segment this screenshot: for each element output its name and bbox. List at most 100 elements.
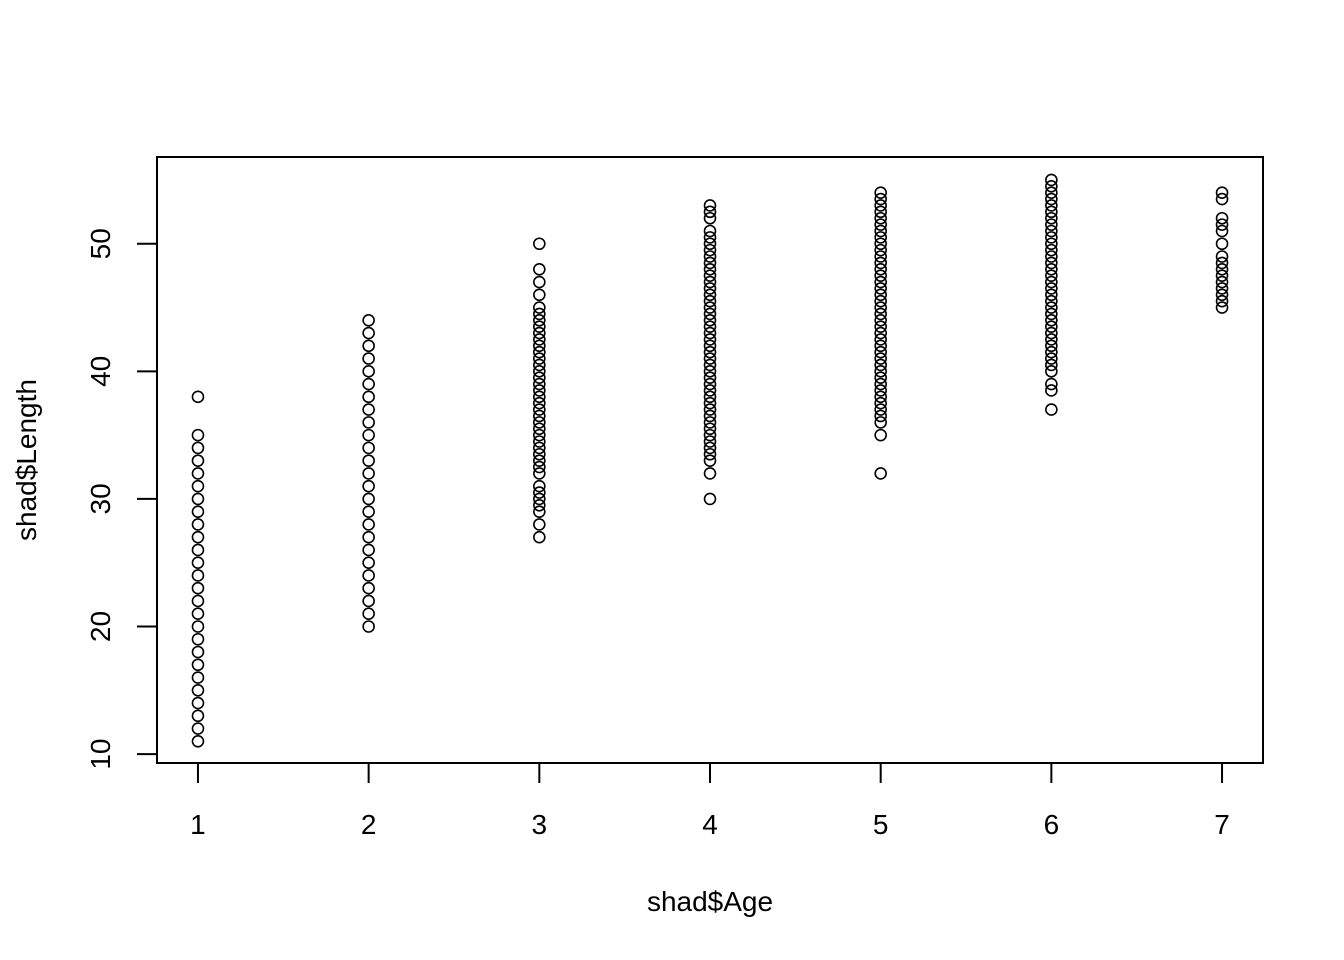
data-point <box>1045 186 1058 200</box>
data-point <box>703 294 717 308</box>
data-point <box>362 479 375 493</box>
y-tick-label: 30 <box>85 483 116 514</box>
data-point <box>191 441 205 455</box>
data-point <box>533 326 546 340</box>
data-point <box>533 403 546 416</box>
data-point <box>874 231 887 244</box>
data-point <box>1045 250 1058 263</box>
data-point <box>362 403 375 416</box>
data-point <box>703 371 717 385</box>
data-point <box>191 390 205 404</box>
data-point <box>1215 269 1229 282</box>
data-point <box>874 358 887 372</box>
data-point <box>874 301 887 314</box>
y-tick-label: 40 <box>85 356 116 387</box>
data-point <box>191 696 205 710</box>
data-point <box>362 454 375 467</box>
y-axis: 10 20 30 40 50 <box>85 228 157 770</box>
data-point <box>703 333 717 346</box>
data-point <box>703 365 717 378</box>
data-point <box>703 224 717 238</box>
data-point <box>191 492 205 506</box>
data-point <box>362 594 375 608</box>
data-point <box>533 365 546 378</box>
data-point <box>874 416 887 429</box>
data-point <box>703 454 717 467</box>
data-point <box>874 256 887 270</box>
data-point <box>533 358 546 372</box>
data-point <box>1045 314 1058 327</box>
x-tick-label: 2 <box>361 809 377 840</box>
data-point <box>362 326 375 340</box>
data-point <box>874 269 887 282</box>
data-point <box>1045 256 1058 270</box>
data-point <box>703 345 717 359</box>
data-point <box>533 371 546 385</box>
data-point <box>703 262 717 276</box>
data-point <box>1045 403 1058 416</box>
data-point <box>362 339 375 353</box>
data-point <box>703 237 717 251</box>
data-point <box>1045 294 1058 308</box>
data-point <box>874 326 887 340</box>
data-point <box>703 428 717 442</box>
data-point <box>874 205 887 219</box>
data-point <box>1045 211 1058 225</box>
data-point <box>874 390 887 404</box>
data-point <box>362 314 375 327</box>
data-point <box>874 288 887 302</box>
data-point <box>533 447 546 461</box>
data-point <box>1215 294 1229 308</box>
data-point <box>362 530 375 544</box>
data-point <box>533 237 546 251</box>
data-point <box>1045 275 1058 289</box>
data-point <box>362 365 375 378</box>
y-axis-title: shad$Length <box>11 379 42 541</box>
data-point <box>191 428 205 442</box>
data-point <box>533 409 546 423</box>
data-point <box>533 422 546 436</box>
data-point <box>874 320 887 333</box>
data-point <box>874 218 887 231</box>
y-tick-label: 20 <box>85 611 116 642</box>
data-point <box>362 377 375 391</box>
data-point <box>362 581 375 595</box>
data-point <box>1045 345 1058 359</box>
data-point <box>1215 237 1229 251</box>
data-point <box>874 211 887 225</box>
data-point <box>191 735 205 748</box>
data-point <box>703 422 717 436</box>
data-point <box>874 243 887 257</box>
x-tick-label: 6 <box>1044 809 1060 840</box>
data-point <box>533 262 546 276</box>
data-point <box>703 282 717 295</box>
data-point <box>362 441 375 455</box>
data-point <box>533 320 546 333</box>
data-point <box>874 345 887 359</box>
data-point <box>1215 275 1229 289</box>
data-point <box>1215 192 1229 206</box>
data-point <box>703 396 717 410</box>
data-point <box>1045 173 1058 187</box>
data-point <box>191 569 205 582</box>
data-point <box>1045 218 1058 231</box>
data-point <box>703 275 717 289</box>
x-axis: 1 2 3 4 5 6 7 <box>190 763 1230 840</box>
data-point <box>1215 211 1229 225</box>
data-point <box>362 607 375 621</box>
data-point <box>1215 256 1229 270</box>
data-point <box>1045 288 1058 302</box>
data-point <box>362 467 375 480</box>
data-point <box>703 358 717 372</box>
x-axis-title: shad$Age <box>647 886 773 917</box>
data-point <box>703 339 717 353</box>
data-point <box>703 301 717 314</box>
data-point <box>533 345 546 359</box>
data-point <box>874 307 887 321</box>
data-point <box>533 518 546 531</box>
data-point <box>703 352 717 365</box>
data-point <box>533 498 546 512</box>
data-point <box>1215 262 1229 276</box>
data-point <box>1045 326 1058 340</box>
data-point <box>874 403 887 416</box>
